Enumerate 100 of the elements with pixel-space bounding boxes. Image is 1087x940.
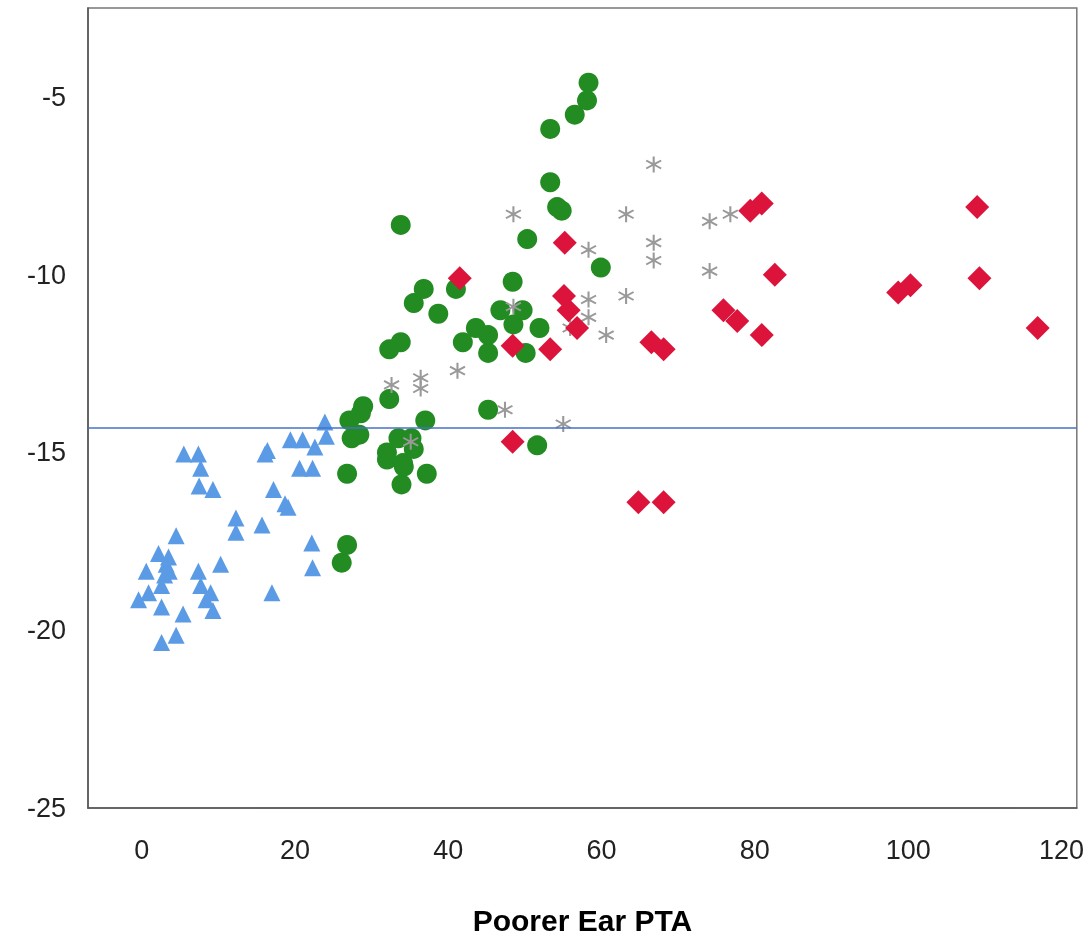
point [204,601,222,619]
point [291,459,309,477]
point [500,333,525,358]
point [580,241,597,258]
point [517,229,538,250]
x-tick-label: 20 [279,834,310,865]
point [192,577,210,595]
point [331,552,352,573]
point [645,252,662,269]
point [174,605,192,623]
y-tick-label: -25 [26,793,66,823]
x-tick-label: 120 [1038,834,1085,865]
point [212,555,230,573]
point [478,399,499,420]
point [565,316,590,340]
point [478,325,499,346]
point [505,298,522,315]
point [175,445,193,463]
point [140,584,158,602]
point [1025,316,1050,340]
point [749,191,774,216]
point [618,288,635,304]
point [263,584,281,602]
point [227,509,245,527]
point [303,534,321,552]
point [618,206,635,223]
point [505,206,522,223]
point [294,431,312,449]
point [137,562,155,580]
point [337,463,358,484]
point [391,474,412,495]
point [556,298,581,323]
point [527,435,548,456]
point [965,195,990,220]
x-tick-label: 40 [433,834,464,865]
x-tick-label: 60 [586,834,617,865]
point [337,534,358,555]
point [645,234,662,251]
point [130,591,148,609]
point [500,429,525,454]
point [383,376,400,393]
point [204,481,222,499]
point [258,441,276,459]
point [428,303,449,324]
point [304,559,322,577]
point [153,598,171,616]
point [167,626,185,644]
point [552,230,577,255]
point [412,380,429,397]
point [590,257,611,278]
point [390,332,411,353]
point [416,463,437,484]
x-tick-label: 100 [885,834,931,865]
x-axis-title: Poorer Ear PTA [472,903,693,937]
point [540,118,561,139]
point [529,318,550,338]
point [711,298,736,323]
x-tick-label: 0 [134,834,150,865]
point [413,278,434,299]
point [578,72,599,93]
point [159,548,177,566]
point [898,273,923,298]
point [749,323,774,348]
point [577,90,597,111]
point [306,438,324,456]
point [701,263,718,280]
y-tick-label: -20 [26,615,66,646]
point [402,433,419,450]
point [304,459,322,477]
point [415,410,436,431]
point [447,266,472,291]
point [645,156,662,173]
point [580,291,597,308]
point [580,309,597,326]
point [167,527,185,545]
point [390,214,411,235]
y-tick-label: -15 [26,437,66,468]
point [722,206,739,223]
point [379,389,400,410]
x-tick-label: 80 [739,834,770,865]
point [449,362,466,379]
point [564,104,585,125]
y-tick-label: -5 [41,81,66,112]
point [538,337,563,362]
point [540,172,561,193]
point [253,516,271,534]
point [490,300,511,321]
point [190,477,208,495]
point [598,327,615,344]
point [350,403,371,424]
point [189,445,207,463]
point [725,308,750,333]
point [651,337,676,362]
point [651,490,676,515]
point [503,314,524,335]
point [265,481,282,499]
point [496,401,513,418]
point [762,262,787,287]
point [502,271,523,292]
point [478,342,499,363]
